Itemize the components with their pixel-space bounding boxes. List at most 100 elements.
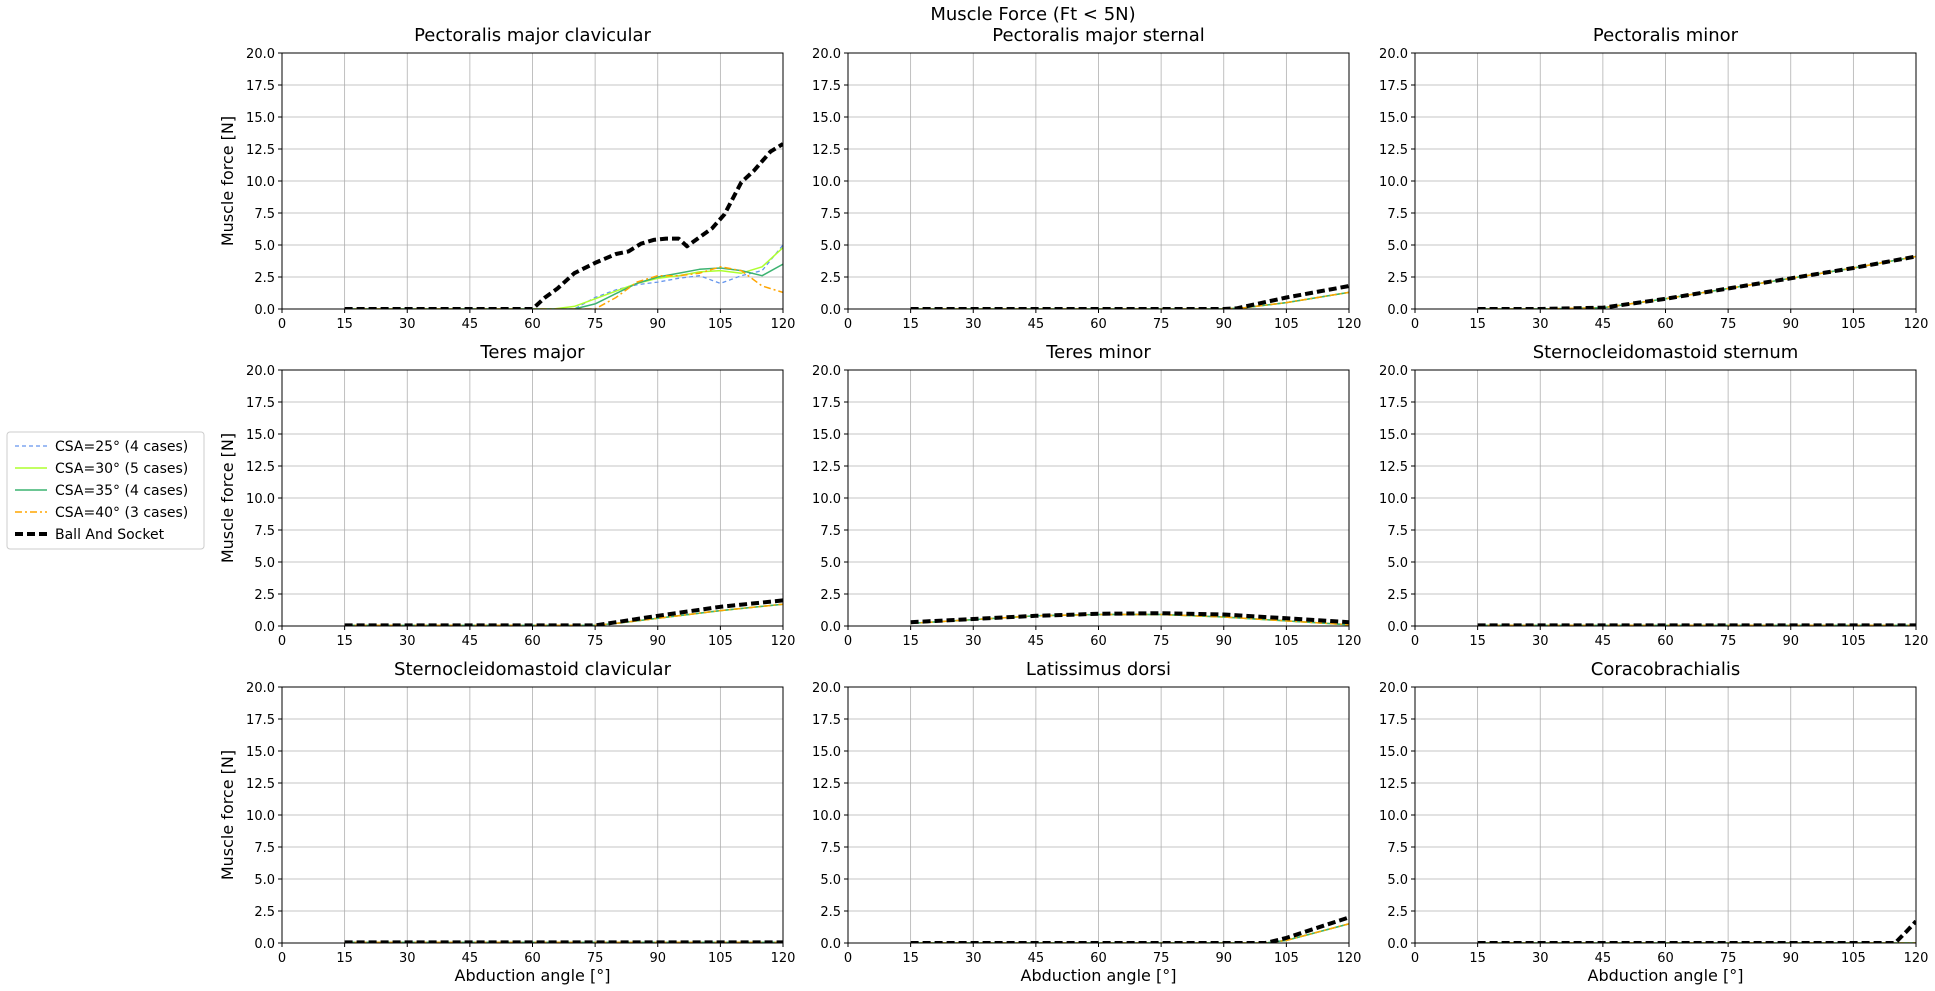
legend-item: CSA=40° (3 cases) <box>15 505 188 521</box>
y-tick-label: 20.0 <box>1379 364 1408 379</box>
series-line-ball-and-socket <box>910 284 1349 309</box>
x-axis-label: Abduction angle [°] <box>455 966 611 985</box>
y-tick-label: 10.0 <box>812 492 841 507</box>
y-tick-label: 7.5 <box>820 524 841 539</box>
y-tick-label: 10.0 <box>1379 492 1408 507</box>
x-tick-label: 120 <box>1904 951 1929 966</box>
y-tick-label: 7.5 <box>254 841 275 856</box>
panel-title: Pectoralis minor <box>1593 25 1739 46</box>
y-tick-label: 12.5 <box>246 143 275 158</box>
legend-label: CSA=30° (5 cases) <box>55 461 188 477</box>
x-tick-label: 60 <box>524 634 541 649</box>
panel-sternocleidomastoid-clavicular: 0 15 30 45 60 75 90 105 120 0.0 2.5 5.0 7.5 10.0 12.5 1… <box>218 659 795 985</box>
panel-title: Latissimus dorsi <box>1026 659 1171 680</box>
x-tick-label: 75 <box>587 317 604 332</box>
x-tick-label: 15 <box>336 317 353 332</box>
x-tick-label: 30 <box>1532 951 1549 966</box>
x-tick-label: 75 <box>1720 317 1737 332</box>
x-tick-label: 0 <box>844 634 852 649</box>
x-tick-label: 120 <box>1904 317 1929 332</box>
y-axis-label: Muscle force [N] <box>218 116 237 246</box>
x-tick-label: 60 <box>524 317 541 332</box>
y-tick-label: 20.0 <box>1379 681 1408 696</box>
grid <box>847 686 1350 944</box>
y-tick-label: 0.0 <box>1387 620 1408 635</box>
x-tick-label: 30 <box>965 951 982 966</box>
x-tick-label: 90 <box>1782 317 1799 332</box>
legend-item: Ball And Socket <box>15 527 165 543</box>
series-line-csa-40-3-cases <box>1477 255 1916 309</box>
x-tick-label: 45 <box>1595 951 1612 966</box>
x-tick-label: 75 <box>1153 951 1170 966</box>
panel-pectoralis-major-clavicular: 0 15 30 45 60 75 90 105 120 0.0 2.5 5.0 7.5 10.0 12.5 1… <box>218 25 795 332</box>
x-tick-label: 0 <box>278 634 286 649</box>
series-group <box>1477 919 1916 943</box>
panel-pectoralis-minor: 0 15 30 45 60 75 90 105 120 0.0 2.5 5.0 7.5 10.0 12.5 1… <box>1379 25 1928 332</box>
x-tick-label: 120 <box>1337 634 1362 649</box>
series-line-csa-30-5-cases <box>344 247 783 309</box>
y-tick-label: 2.5 <box>1387 271 1408 286</box>
series-line-ball-and-socket <box>344 142 783 309</box>
x-tick-label: 90 <box>649 317 666 332</box>
y-tick-label: 12.5 <box>812 777 841 792</box>
y-tick-label: 17.5 <box>246 713 275 728</box>
series-line-csa-40-3-cases <box>910 613 1349 626</box>
x-tick-label: 15 <box>336 634 353 649</box>
panel-teres-major: 0 15 30 45 60 75 90 105 120 0.0 2.5 5.0 7.5 10.0 12.5 1… <box>218 342 795 649</box>
y-tick-label: 10.0 <box>246 809 275 824</box>
panel-title: Pectoralis major clavicular <box>414 25 651 46</box>
x-tick-label: 105 <box>1274 634 1299 649</box>
y-tick-label: 2.5 <box>254 588 275 603</box>
series-line-csa-30-5-cases <box>910 291 1349 309</box>
y-tick-label: 5.0 <box>820 873 841 888</box>
y-tick-label: 17.5 <box>1379 79 1408 94</box>
y-tick-label: 10.0 <box>812 175 841 190</box>
x-tick-label: 120 <box>771 634 796 649</box>
series-line-ball-and-socket <box>910 915 1349 943</box>
y-tick-label: 7.5 <box>820 207 841 222</box>
y-tick-label: 12.5 <box>812 460 841 475</box>
x-tick-label: 105 <box>1841 634 1866 649</box>
y-tick-label: 15.0 <box>1379 111 1408 126</box>
x-axis-label: Abduction angle [°] <box>1021 966 1177 985</box>
x-tick-label: 120 <box>771 951 796 966</box>
y-tick-label: 2.5 <box>820 905 841 920</box>
y-tick-label: 0.0 <box>1387 303 1408 318</box>
y-tick-label: 7.5 <box>254 524 275 539</box>
panel-title: Coracobrachialis <box>1591 659 1741 680</box>
x-tick-label: 105 <box>708 634 733 649</box>
grid <box>1414 369 1917 627</box>
y-tick-label: 17.5 <box>1379 396 1408 411</box>
grid <box>1414 686 1917 944</box>
x-tick-label: 0 <box>278 317 286 332</box>
y-tick-label: 15.0 <box>812 745 841 760</box>
x-tick-label: 45 <box>462 317 479 332</box>
y-tick-label: 5.0 <box>820 556 841 571</box>
y-tick-label: 20.0 <box>812 47 841 62</box>
y-tick-label: 2.5 <box>820 271 841 286</box>
grid <box>847 52 1350 310</box>
y-tick-label: 7.5 <box>1387 524 1408 539</box>
y-tick-label: 5.0 <box>820 239 841 254</box>
y-tick-label: 10.0 <box>1379 175 1408 190</box>
x-tick-label: 75 <box>1153 634 1170 649</box>
grid <box>847 369 1350 627</box>
y-tick-label: 2.5 <box>820 588 841 603</box>
legend-item: CSA=25° (4 cases) <box>15 439 188 455</box>
legend-label: CSA=40° (3 cases) <box>55 505 188 521</box>
y-tick-label: 20.0 <box>812 364 841 379</box>
series-line-csa-35-4-cases <box>910 291 1349 309</box>
y-tick-label: 12.5 <box>1379 460 1408 475</box>
panel-latissimus-dorsi: 0 15 30 45 60 75 90 105 120 0.0 2.5 5.0 7.5 10.0 12.5 1… <box>812 659 1361 985</box>
y-tick-label: 12.5 <box>1379 777 1408 792</box>
y-tick-label: 5.0 <box>254 873 275 888</box>
x-tick-label: 105 <box>708 317 733 332</box>
y-tick-label: 2.5 <box>1387 588 1408 603</box>
y-tick-label: 17.5 <box>246 396 275 411</box>
x-tick-label: 60 <box>524 951 541 966</box>
x-tick-label: 45 <box>1595 317 1612 332</box>
y-tick-label: 15.0 <box>1379 745 1408 760</box>
y-tick-label: 0.0 <box>820 303 841 318</box>
chart-legend: CSA=25° (4 cases) CSA=30° (5 cases) CSA=35… <box>6 431 205 550</box>
y-tick-label: 10.0 <box>812 809 841 824</box>
